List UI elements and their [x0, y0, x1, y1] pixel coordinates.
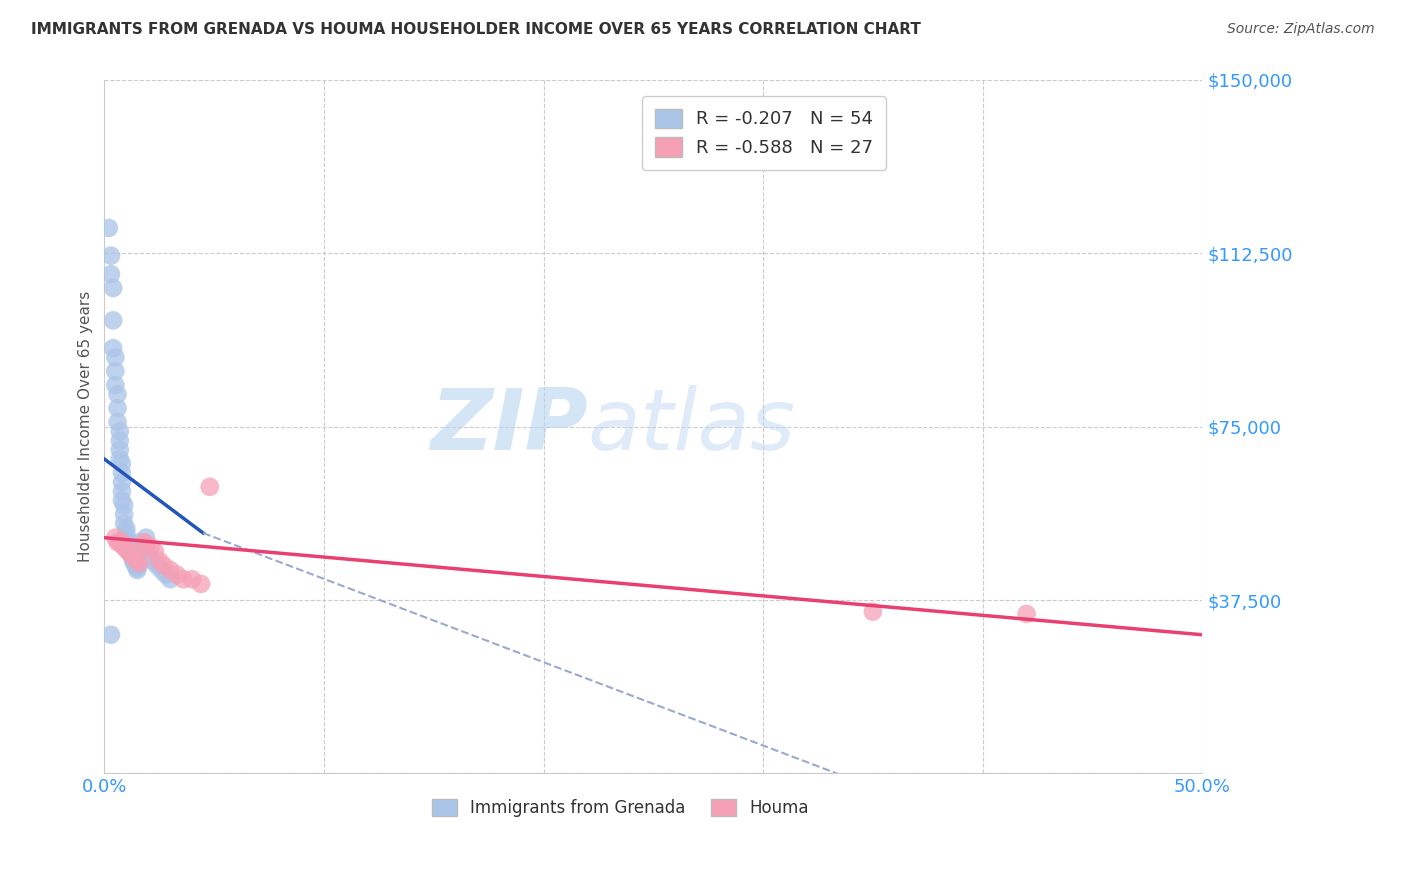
Point [136, 549, 159, 563]
Point [122, 554, 145, 568]
Point [101, 341, 124, 355]
Point [190, 577, 212, 591]
Point [159, 563, 181, 577]
Point [108, 434, 131, 448]
Point [143, 544, 166, 558]
Point [120, 547, 142, 561]
Point [112, 498, 135, 512]
Point [148, 554, 170, 568]
Point [100, 628, 122, 642]
Point [120, 542, 142, 557]
Point [166, 567, 188, 582]
Point [198, 480, 221, 494]
Point [104, 378, 127, 392]
Text: IMMIGRANTS FROM GRENADA VS HOUMA HOUSEHOLDER INCOME OVER 65 YEARS CORRELATION CH: IMMIGRANTS FROM GRENADA VS HOUMA HOUSEHO… [31, 22, 921, 37]
Point [142, 554, 165, 568]
Point [124, 551, 146, 566]
Point [132, 544, 155, 558]
Point [101, 313, 124, 327]
Point [132, 535, 155, 549]
Point [128, 556, 150, 570]
Point [115, 531, 138, 545]
Point [127, 563, 149, 577]
Point [131, 540, 153, 554]
Point [111, 475, 134, 490]
Point [862, 605, 884, 619]
Point [122, 549, 145, 563]
Point [107, 401, 129, 416]
Point [124, 558, 146, 573]
Point [117, 535, 139, 549]
Point [112, 508, 135, 522]
Point [115, 521, 138, 535]
Point [101, 281, 124, 295]
Point [159, 572, 181, 586]
Point [139, 540, 162, 554]
Point [127, 560, 149, 574]
Point [117, 540, 139, 554]
Point [107, 387, 129, 401]
Point [122, 549, 145, 563]
Point [127, 554, 149, 568]
Point [135, 531, 157, 545]
Point [104, 531, 127, 545]
Point [120, 544, 142, 558]
Point [146, 558, 169, 573]
Text: ZIP: ZIP [430, 385, 588, 468]
Point [135, 538, 157, 552]
Point [115, 535, 138, 549]
Point [108, 452, 131, 467]
Point [112, 516, 135, 531]
Point [104, 351, 127, 365]
Point [107, 415, 129, 429]
Point [111, 466, 134, 480]
Point [132, 535, 155, 549]
Point [104, 364, 127, 378]
Point [112, 540, 135, 554]
Point [111, 493, 134, 508]
Point [108, 535, 131, 549]
Point [100, 249, 122, 263]
Point [139, 551, 162, 566]
Point [115, 542, 138, 557]
Point [150, 563, 173, 577]
Point [124, 556, 146, 570]
Point [155, 567, 177, 582]
Point [181, 572, 204, 586]
Point [1015, 607, 1038, 621]
Point [117, 544, 139, 558]
Point [111, 538, 134, 552]
Y-axis label: Householder Income Over 65 years: Householder Income Over 65 years [79, 291, 93, 562]
Point [111, 535, 134, 549]
Text: Source: ZipAtlas.com: Source: ZipAtlas.com [1227, 22, 1375, 37]
Point [108, 442, 131, 457]
Point [111, 457, 134, 471]
Point [107, 535, 129, 549]
Point [108, 425, 131, 439]
Point [100, 267, 122, 281]
Point [97, 221, 120, 235]
Point [115, 526, 138, 541]
Legend: Immigrants from Grenada, Houma: Immigrants from Grenada, Houma [426, 793, 815, 824]
Point [117, 538, 139, 552]
Point [120, 547, 142, 561]
Point [128, 535, 150, 549]
Point [111, 484, 134, 499]
Point [122, 551, 145, 566]
Text: atlas: atlas [588, 385, 796, 468]
Point [152, 558, 174, 573]
Point [172, 572, 194, 586]
